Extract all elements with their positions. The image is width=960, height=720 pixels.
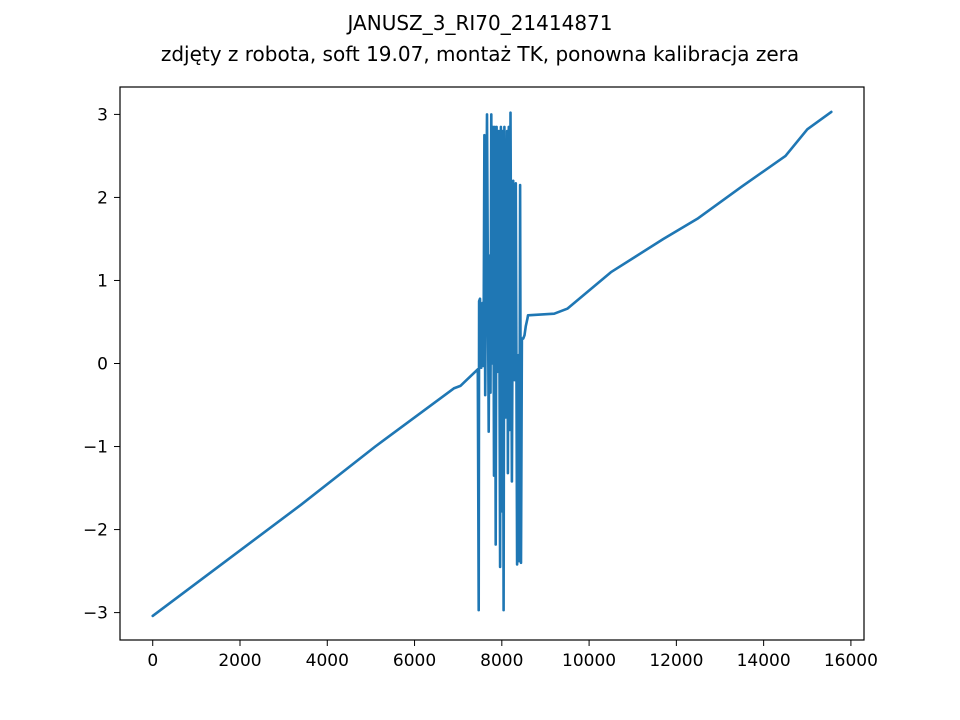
- x-tick-label: 10000: [562, 651, 616, 671]
- series-line-0: [151, 110, 833, 618]
- x-tick-label: 4000: [306, 651, 349, 671]
- plot-frame: [119, 86, 865, 641]
- y-tick-label: −3: [83, 604, 108, 624]
- y-tick-label: −2: [83, 521, 108, 541]
- y-tick-label: 3: [97, 105, 108, 125]
- y-tick-label: 1: [97, 271, 108, 291]
- series-layer: [151, 110, 833, 618]
- y-tick-label: 2: [97, 188, 108, 208]
- x-tick-label: 2000: [218, 651, 261, 671]
- chart-title: JANUSZ_3_RI70_21414871: [346, 11, 613, 35]
- x-tick-label: 8000: [480, 651, 523, 671]
- x-tick-label: 0: [147, 651, 158, 671]
- x-tick-label: 12000: [649, 651, 703, 671]
- y-tick-label: −1: [83, 438, 108, 458]
- chart-subtitle: zdjęty z robota, soft 19.07, montaż TK, …: [161, 42, 799, 66]
- x-tick-label: 16000: [824, 651, 878, 671]
- x-tick-label: 14000: [737, 651, 791, 671]
- y-axis: −3 −2 −1 0 1 2 3: [83, 105, 120, 624]
- x-tick-label: 6000: [393, 651, 436, 671]
- x-axis: 0 2000 4000 6000 8000 10000 12000 14000 16000: [147, 640, 878, 671]
- y-tick-label: 0: [97, 355, 108, 375]
